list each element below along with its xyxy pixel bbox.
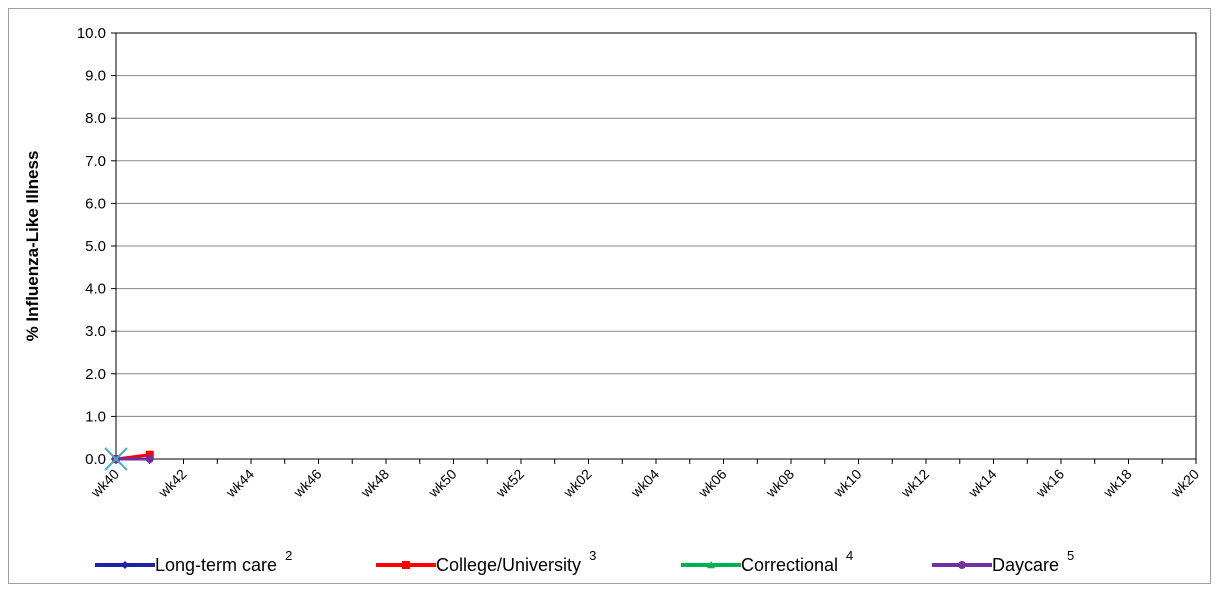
legend: Long-term care 2 College/University 3 Correc… (95, 548, 1074, 575)
legend-label: Long-term care (155, 555, 277, 575)
x-tick-labels: wk40 wk42 wk44 wk46 wk48 wk50 wk52 wk02 wk04 wk06… (87, 466, 1202, 501)
legend-item: Daycare 5 (932, 548, 1074, 575)
y-tick-labels: 0.0 1.0 2.0 3.0 4.0 5.0 6.0 7.0 8.0 9.0 10.0 (77, 25, 106, 468)
x-tick-label: wk12 (897, 466, 932, 501)
y-tick-label: 9.0 (85, 68, 106, 85)
series-layer (104, 447, 154, 471)
grid-layer (111, 32, 1197, 464)
y-tick-label: 2.0 (85, 366, 106, 383)
x-tick-label: wk14 (964, 466, 999, 501)
x-tick-label: wk42 (154, 466, 189, 501)
legend-label: Daycare (992, 555, 1059, 575)
legend-superscript: 5 (1067, 548, 1074, 563)
legend-swatch-marker (707, 561, 715, 569)
legend-swatch-marker (121, 561, 129, 569)
plot-area (115, 32, 1197, 460)
y-tick-label: 8.0 (85, 110, 106, 127)
x-tick-label: wk02 (559, 466, 594, 501)
legend-item: College/University 3 (376, 548, 596, 575)
y-tick-label: 6.0 (85, 195, 106, 212)
data-point-x-marker (104, 447, 128, 471)
y-tick-label: 3.0 (85, 323, 106, 340)
y-tick-label: 4.0 (85, 281, 106, 298)
x-tick-label: wk20 (1167, 466, 1202, 501)
y-tick-label: 0.0 (85, 451, 106, 468)
y-tick-label: 5.0 (85, 238, 106, 255)
legend-item: Correctional 4 (681, 548, 853, 575)
y-tick-label: 10.0 (77, 25, 106, 42)
x-tick-label: wk06 (694, 466, 729, 501)
legend-superscript: 4 (846, 548, 853, 563)
x-tick-label: wk40 (87, 466, 122, 501)
legend-swatch-marker (402, 561, 410, 569)
chart-frame (8, 8, 1211, 584)
x-tick-label: wk10 (829, 466, 864, 501)
legend-label: Correctional (741, 555, 838, 575)
y-axis-label: % Influenza-Like Illness (23, 151, 42, 342)
legend-swatch-marker (958, 561, 966, 569)
legend-superscript: 3 (589, 548, 596, 563)
data-point (145, 450, 154, 459)
x-tick-label: wk16 (1032, 466, 1067, 501)
x-tick-label: wk50 (424, 466, 459, 501)
x-tick-label: wk46 (289, 466, 324, 501)
x-tick-label: wk18 (1099, 466, 1134, 501)
x-tick-label: wk04 (627, 466, 662, 501)
legend-item: Long-term care 2 (95, 548, 292, 575)
y-tick-label: 1.0 (85, 408, 106, 425)
x-tick-label: wk08 (762, 466, 797, 501)
y-tick-label: 7.0 (85, 153, 106, 170)
legend-superscript: 2 (285, 548, 292, 563)
x-tick-label: wk44 (222, 466, 257, 501)
data-point (145, 455, 154, 463)
x-tick-label: wk52 (492, 466, 527, 501)
x-tick-label: wk48 (357, 466, 392, 501)
legend-label: College/University (436, 555, 581, 575)
